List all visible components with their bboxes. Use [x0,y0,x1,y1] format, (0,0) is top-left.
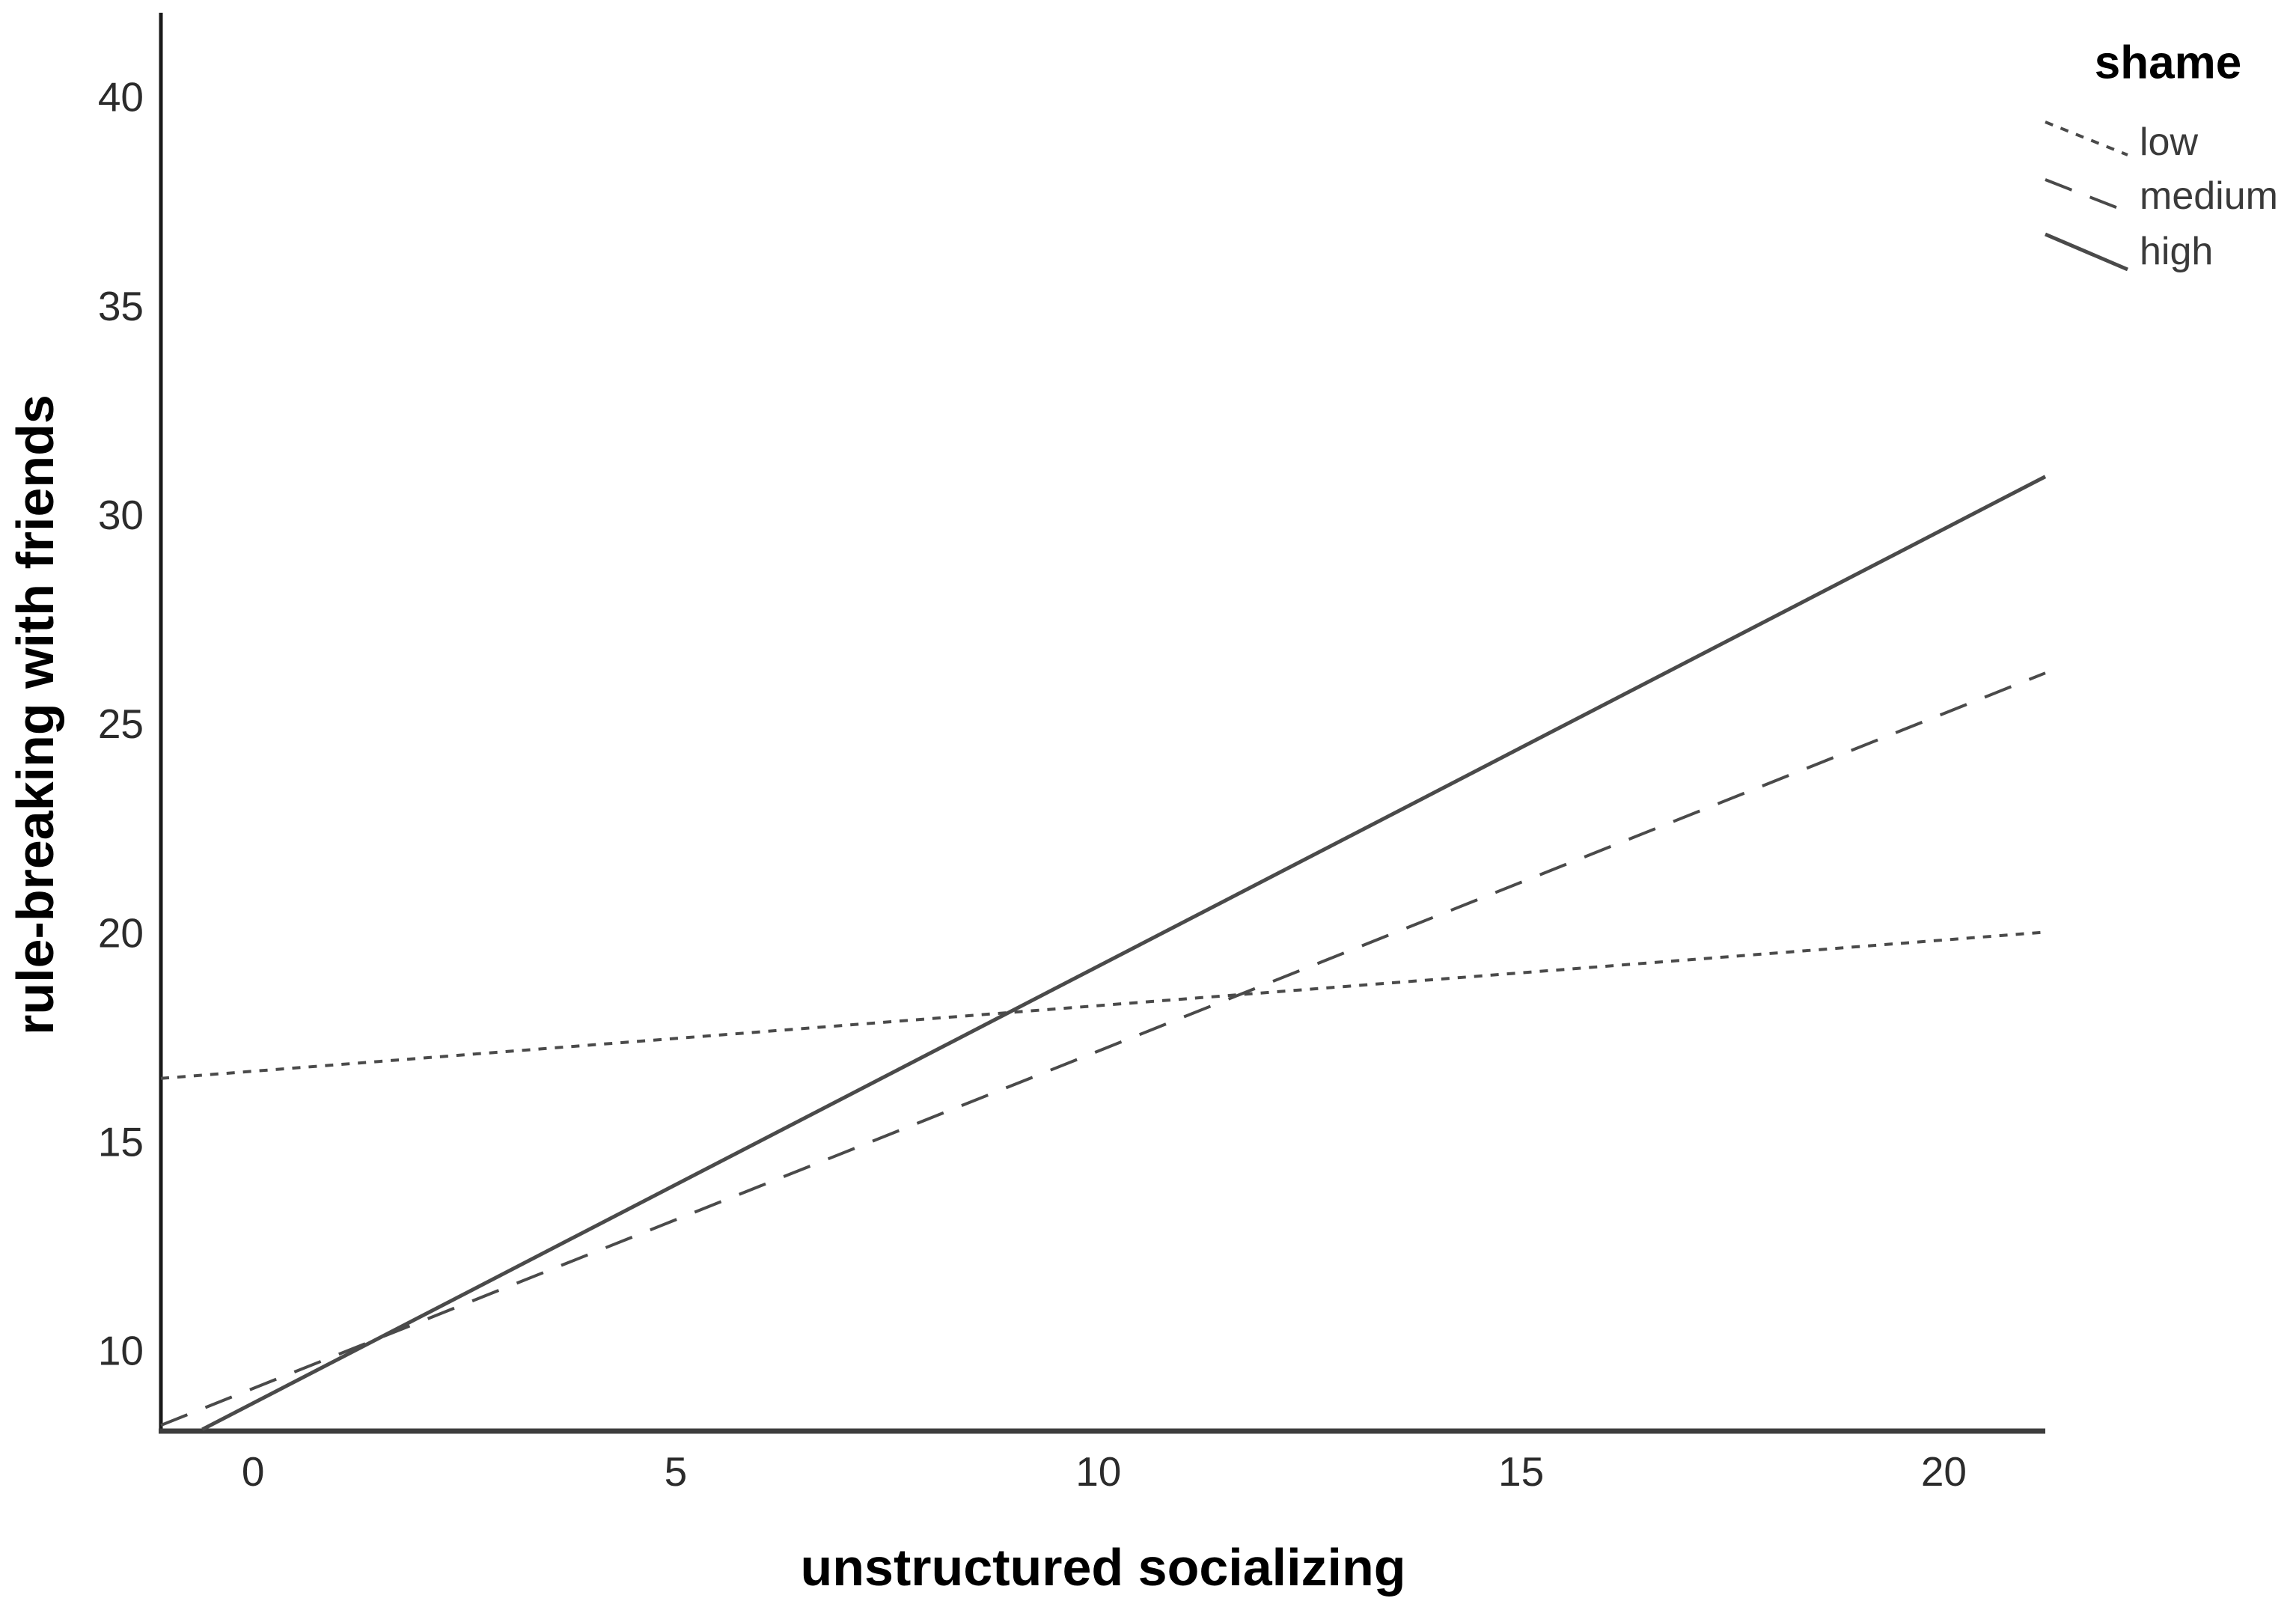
x-tick-label: 15 [1498,1448,1544,1495]
x-tick-label: 20 [1921,1448,1967,1495]
series-line-medium [160,671,2046,1427]
legend-line-sample-low [2045,121,2128,156]
y-tick-label: 40 [98,74,144,121]
legend-label-low: low [2140,121,2199,164]
series-line-low [160,930,2046,1080]
y-tick-label: 20 [98,909,144,956]
legend-label-high: high [2140,230,2214,273]
legend-line-sample-medium [2045,178,2128,213]
x-tick-label: 10 [1075,1448,1121,1495]
legend-title: shame [2094,37,2242,89]
y-tick-label: 10 [98,1328,144,1374]
y-tick-label: 30 [98,492,144,538]
x-tick-label: 5 [665,1448,688,1495]
y-axis-title: rule-breaking with friends [6,394,64,1035]
x-axis-title: unstructured socializing [800,1538,1406,1597]
y-tick-label: 35 [98,283,144,329]
y-tick-label: 15 [98,1119,144,1165]
x-tick-label: 0 [242,1448,265,1495]
legend-line-sample-high [2045,232,2128,272]
series-line-high [201,475,2047,1431]
legend-label-medium: medium [2140,174,2278,218]
y-tick-label: 25 [98,701,144,747]
